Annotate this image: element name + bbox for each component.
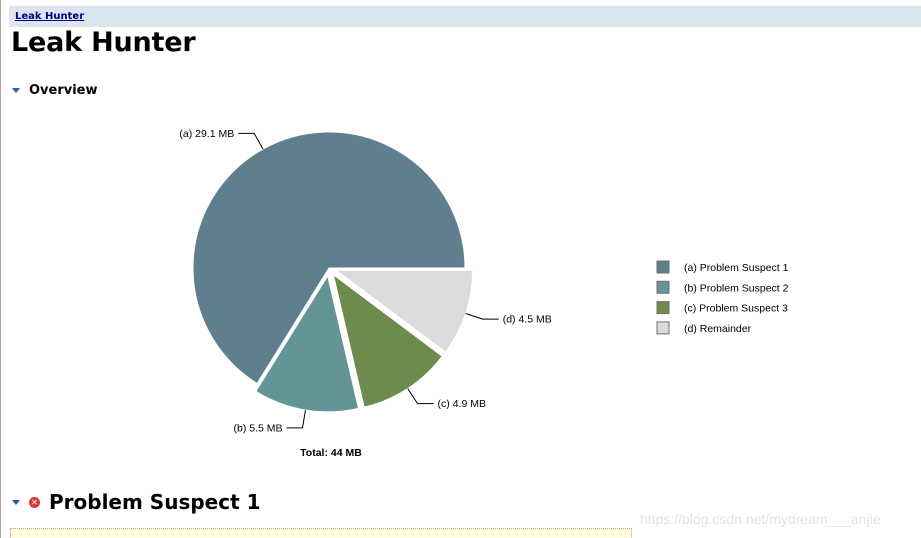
legend-item-label: (b) Problem Suspect 2: [684, 282, 789, 294]
problem-suspect-description-box: [10, 528, 632, 538]
breadcrumb: Leak Hunter: [9, 6, 921, 27]
legend-swatch: [656, 260, 670, 274]
left-border: [0, 0, 1, 538]
collapse-triangle-icon[interactable]: [12, 87, 20, 93]
pie-leader-line: [238, 132, 264, 150]
legend-item-label: (c) Problem Suspect 3: [684, 303, 788, 315]
overview-section-title: Overview: [29, 82, 98, 98]
pie-data-label: (b) 5.5 MB: [234, 422, 283, 434]
collapse-triangle-icon[interactable]: [12, 499, 20, 505]
problem-suspect-section-toggle[interactable]: ✕ Problem Suspect 1: [12, 489, 261, 515]
legend-swatch: [656, 301, 670, 315]
pie-slice: [255, 274, 360, 413]
pie-data-label: (a) 29.1 MB: [179, 128, 234, 140]
watermark: https://blog.csdn.net/mydream___anjie: [640, 511, 881, 527]
page-title: Leak Hunter: [11, 27, 196, 58]
pie-total-label: Total: 44 MB: [300, 447, 362, 459]
legend-swatch: [656, 280, 670, 294]
pie-leader-line: [465, 313, 499, 320]
legend-item-label: (a) Problem Suspect 1: [684, 262, 789, 274]
pie-slice: [335, 270, 474, 353]
problem-suspect-title: Problem Suspect 1: [49, 490, 261, 514]
pie-leader-line: [286, 409, 306, 429]
breadcrumb-link-leak-hunter[interactable]: Leak Hunter: [15, 11, 85, 22]
error-icon: ✕: [29, 496, 40, 508]
pie-data-label: (c) 4.9 MB: [438, 398, 486, 410]
pie-leader-line: [407, 388, 434, 405]
pie-slice: [192, 131, 466, 385]
legend-swatch: [656, 321, 670, 335]
pie-data-label: (d) 4.5 MB: [503, 314, 552, 326]
legend-item-label: (d) Remainder: [684, 323, 752, 335]
overview-section-toggle[interactable]: Overview: [12, 82, 98, 98]
